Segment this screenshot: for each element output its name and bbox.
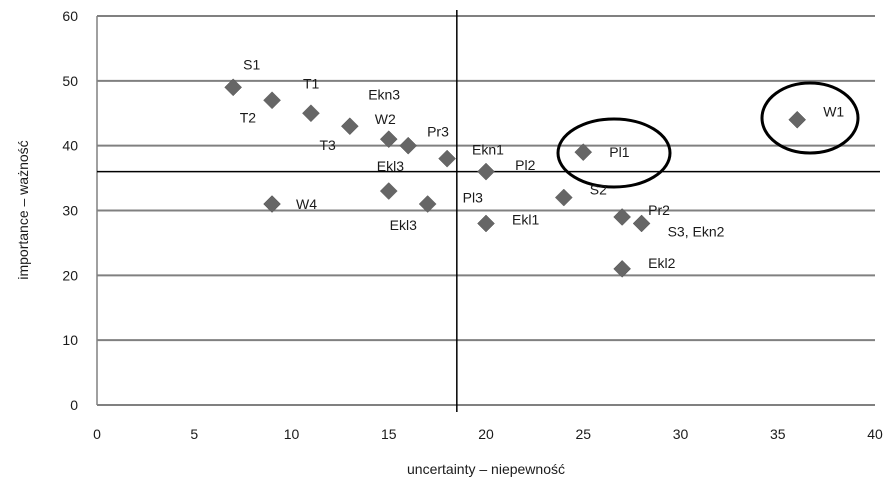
- data-point: [788, 110, 807, 129]
- data-point: [477, 162, 495, 181]
- y-tick-label: 40: [62, 138, 78, 154]
- point-label: Pl1: [609, 144, 629, 160]
- x-tick-label: 20: [478, 426, 494, 442]
- data-point: [574, 143, 593, 162]
- point-label: T3: [320, 137, 337, 153]
- point-label: T1: [303, 75, 320, 91]
- y-tick-label: 50: [62, 73, 78, 89]
- y-tick-label: 20: [62, 267, 78, 283]
- y-axis-ticks: 0 10 20 30 40 50 60: [62, 8, 78, 413]
- x-tick-label: 30: [673, 426, 689, 442]
- x-tick-label: 40: [867, 426, 883, 442]
- x-tick-label: 15: [381, 426, 397, 442]
- data-point: [224, 78, 243, 97]
- data-point: [379, 182, 398, 200]
- data-points: [224, 78, 807, 278]
- point-label: Ekl1: [512, 211, 539, 227]
- x-tick-label: 25: [575, 426, 591, 442]
- annotation-label: Pl3: [463, 190, 483, 206]
- point-label: W2: [375, 111, 396, 127]
- point-label: T2: [240, 109, 257, 125]
- y-tick-label: 10: [62, 332, 78, 348]
- x-tick-label: 10: [284, 426, 300, 442]
- data-point: [263, 195, 281, 213]
- x-tick-label: 0: [93, 426, 101, 442]
- data-point: [438, 149, 456, 168]
- point-label: W4: [296, 196, 317, 212]
- data-point: [418, 195, 437, 213]
- x-tick-label: 5: [190, 426, 198, 442]
- highlight-ellipses: [556, 81, 860, 189]
- point-label: S2: [590, 182, 607, 198]
- point-label: Pr3: [427, 124, 449, 140]
- x-axis-title: uncertainty – niepewność: [407, 461, 565, 477]
- y-tick-label: 30: [62, 203, 78, 219]
- data-point: [632, 214, 651, 233]
- point-label: Ekl3: [377, 158, 404, 174]
- point-label: S1: [243, 56, 260, 72]
- data-point: [302, 104, 320, 123]
- highlight-ellipse: [556, 117, 672, 189]
- data-point: [399, 136, 418, 155]
- grid-lines: [96, 15, 875, 406]
- data-point: [379, 130, 398, 149]
- data-point: [477, 214, 495, 233]
- x-axis-ticks: 0 5 10 15 20 25 30 35 40: [93, 426, 883, 442]
- data-point: [613, 259, 632, 278]
- point-label: Ekn1: [472, 142, 504, 158]
- point-label: W1: [823, 104, 844, 120]
- y-tick-label: 60: [62, 8, 78, 24]
- data-point: [340, 117, 359, 136]
- point-label: Pr2: [648, 202, 670, 218]
- point-label: Ekl3: [390, 217, 417, 233]
- data-point: [554, 188, 573, 207]
- y-tick-label: 0: [70, 397, 78, 413]
- point-labels: S1 T2 T1 T3 W2 Ekn3 Pr3 Ekn1 Pl1 W1 W4 Ekl3 Ekl3 Ekl1…: [240, 56, 845, 271]
- point-label: Ekl2: [648, 255, 675, 271]
- highlight-ellipse: [760, 81, 860, 155]
- annotation-label: Pl2: [515, 157, 535, 173]
- data-point: [613, 208, 632, 226]
- y-axis-title: importance – ważność: [15, 140, 31, 279]
- point-label: Ekn3: [368, 87, 400, 103]
- x-tick-label: 35: [770, 426, 786, 442]
- data-point: [263, 91, 281, 110]
- point-label: S3, Ekn2: [668, 223, 725, 239]
